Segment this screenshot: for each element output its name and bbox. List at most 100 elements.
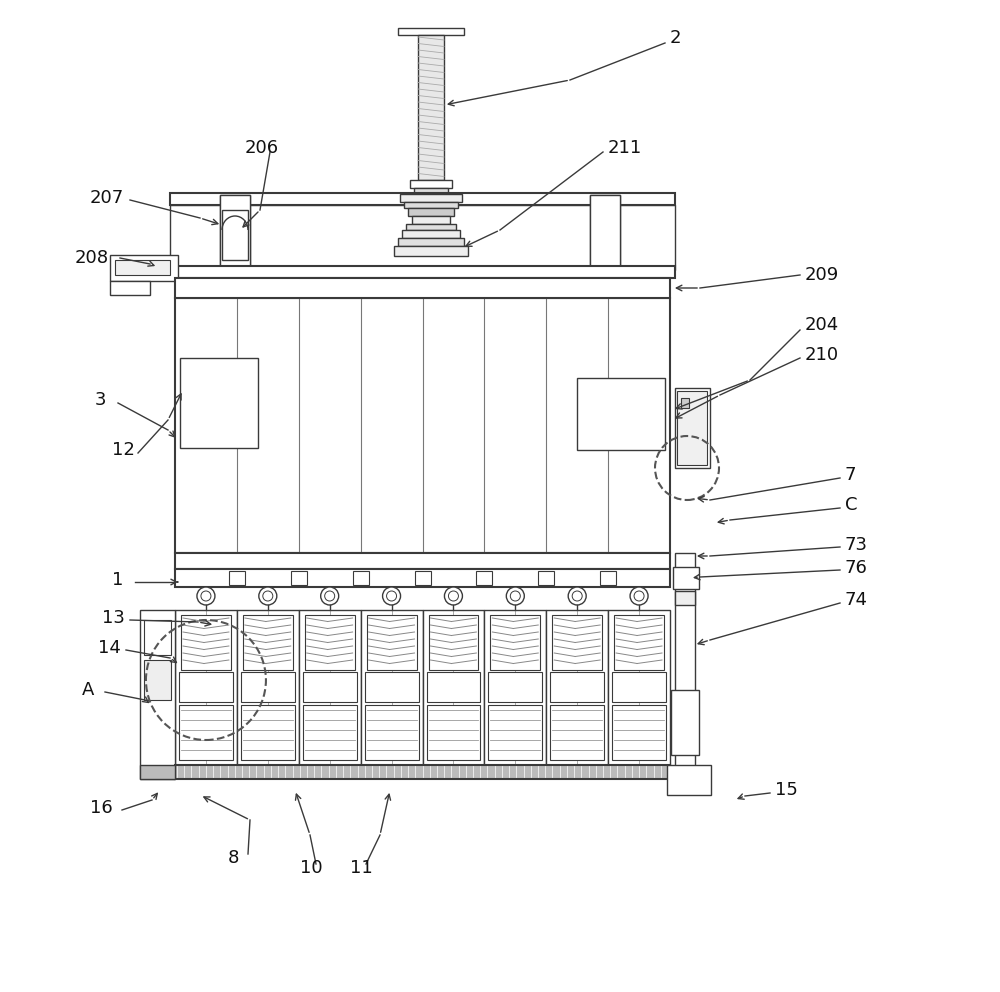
Bar	[673, 567, 699, 589]
Circle shape	[387, 591, 397, 601]
Circle shape	[568, 587, 586, 605]
Text: 1: 1	[112, 571, 123, 589]
Bar	[237, 610, 299, 765]
Bar	[608, 610, 670, 765]
Text: 204: 204	[805, 316, 839, 334]
Bar	[353, 571, 369, 585]
Bar	[140, 765, 175, 779]
Bar	[299, 610, 361, 765]
Text: 3: 3	[95, 391, 106, 409]
Bar	[600, 571, 616, 585]
Text: 13: 13	[102, 609, 125, 627]
Circle shape	[383, 587, 401, 605]
Text: 209: 209	[805, 266, 839, 284]
Text: 14: 14	[98, 639, 121, 657]
Circle shape	[201, 591, 211, 601]
Circle shape	[444, 587, 462, 605]
Bar	[400, 194, 462, 202]
Text: 2: 2	[670, 29, 682, 47]
Text: C: C	[845, 496, 858, 514]
Bar	[675, 388, 710, 468]
Bar	[490, 615, 540, 670]
Text: 210: 210	[805, 346, 839, 364]
Bar	[590, 195, 620, 270]
Bar	[408, 208, 454, 216]
Circle shape	[506, 587, 524, 605]
Text: 74: 74	[845, 591, 868, 609]
Bar	[614, 615, 664, 670]
Bar	[410, 180, 452, 188]
Bar	[367, 615, 416, 670]
Bar	[144, 660, 171, 700]
Bar	[422, 610, 484, 765]
Bar	[402, 230, 460, 238]
Bar	[140, 610, 175, 779]
Text: 211: 211	[608, 139, 642, 157]
Bar	[675, 553, 695, 779]
Bar	[488, 672, 542, 702]
Bar	[667, 765, 711, 795]
Bar	[305, 615, 355, 670]
Bar	[291, 571, 307, 585]
Bar	[398, 28, 464, 35]
Bar	[546, 610, 608, 765]
Bar	[175, 610, 237, 765]
Bar	[180, 358, 258, 448]
Circle shape	[572, 591, 582, 601]
Bar	[418, 35, 444, 180]
Bar	[677, 391, 707, 465]
Bar	[220, 195, 250, 270]
Text: 15: 15	[775, 781, 798, 799]
Bar	[175, 278, 670, 298]
Bar	[612, 705, 666, 760]
Bar	[415, 571, 430, 585]
Bar	[412, 216, 450, 224]
Circle shape	[448, 591, 458, 601]
Bar	[365, 672, 418, 702]
Bar	[220, 195, 250, 270]
Bar	[590, 195, 620, 270]
Bar	[426, 672, 480, 702]
Bar	[170, 205, 675, 270]
Bar	[181, 615, 231, 670]
Circle shape	[263, 591, 273, 601]
Bar	[110, 281, 150, 295]
Bar	[681, 398, 689, 408]
Bar	[671, 690, 699, 755]
Bar	[365, 705, 418, 760]
Circle shape	[321, 587, 339, 605]
Circle shape	[325, 591, 335, 601]
Text: A: A	[82, 681, 94, 699]
Circle shape	[259, 587, 277, 605]
Bar	[394, 246, 468, 256]
Circle shape	[630, 587, 648, 605]
Bar	[179, 705, 233, 760]
Bar	[175, 298, 670, 553]
Text: 8: 8	[228, 849, 239, 867]
Circle shape	[634, 591, 644, 601]
Bar	[241, 672, 295, 702]
Circle shape	[510, 591, 520, 601]
Bar	[175, 553, 670, 569]
Bar	[170, 266, 675, 278]
Text: 10: 10	[300, 859, 323, 877]
Bar	[222, 210, 248, 260]
Text: 207: 207	[90, 189, 124, 207]
Text: 206: 206	[245, 139, 279, 157]
Bar	[303, 672, 357, 702]
Bar	[484, 610, 546, 765]
Bar	[476, 571, 492, 585]
Bar	[115, 260, 170, 275]
Bar	[243, 615, 293, 670]
Bar	[303, 705, 357, 760]
Bar	[229, 571, 245, 585]
Bar	[577, 378, 665, 450]
Circle shape	[197, 587, 215, 605]
Bar	[426, 705, 480, 760]
Bar	[585, 270, 625, 278]
Bar	[612, 672, 666, 702]
Text: 76: 76	[845, 559, 868, 577]
Bar	[404, 202, 458, 208]
Text: 11: 11	[350, 859, 373, 877]
Bar	[675, 591, 695, 605]
